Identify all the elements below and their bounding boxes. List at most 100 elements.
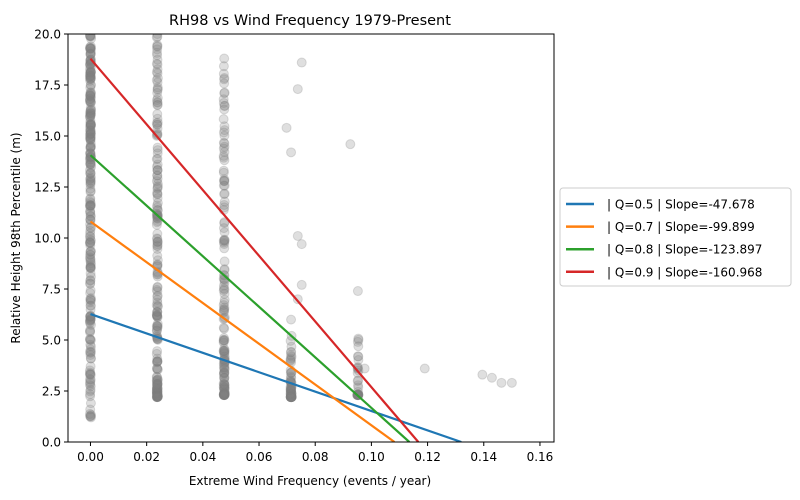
scatter-point xyxy=(85,48,96,59)
legend-label-1: | Q=0.5 | Slope=-47.678 xyxy=(607,198,755,212)
scatter-point xyxy=(219,382,230,393)
scatter-point xyxy=(85,70,96,81)
scatter-point xyxy=(85,391,96,402)
scatter-point xyxy=(151,161,162,172)
scatter-point xyxy=(85,143,96,154)
scatter-point xyxy=(152,64,163,75)
scatter-point xyxy=(218,167,229,178)
scatter-point xyxy=(85,411,96,422)
scatter-point xyxy=(85,73,96,84)
scatter-point xyxy=(86,319,96,330)
scatter-point xyxy=(85,173,96,184)
scatter-point xyxy=(85,87,96,98)
scatter-point xyxy=(152,391,163,402)
scatter-point xyxy=(152,390,163,401)
scatter-point xyxy=(285,386,296,397)
scatter-point xyxy=(219,189,230,200)
scatter-point xyxy=(85,122,96,133)
scatter-point xyxy=(218,300,229,311)
scatter-point xyxy=(152,113,163,124)
scatter-point xyxy=(286,391,297,402)
scatter-point xyxy=(281,122,292,133)
scatter-point xyxy=(84,129,95,140)
scatter-layer xyxy=(84,34,517,423)
scatter-point xyxy=(152,386,163,397)
scatter-point xyxy=(85,259,96,270)
scatter-point xyxy=(152,93,163,104)
y-tick-label: 2.5 xyxy=(42,385,61,399)
scatter-point xyxy=(85,197,96,208)
scatter-point xyxy=(152,239,163,250)
scatter-point xyxy=(85,141,96,152)
scatter-point xyxy=(286,392,297,402)
scatter-point xyxy=(218,389,229,400)
scatter-point xyxy=(151,34,162,43)
scatter-point xyxy=(219,264,230,275)
scatter-point xyxy=(218,280,229,291)
scatter-point xyxy=(152,236,163,247)
scatter-point xyxy=(152,286,163,297)
scatter-point xyxy=(352,351,363,362)
scatter-point xyxy=(152,291,163,302)
scatter-point xyxy=(219,363,230,374)
scatter-point xyxy=(84,64,95,75)
scatter-point xyxy=(85,110,96,121)
scatter-point xyxy=(152,212,162,223)
scatter-point xyxy=(219,388,230,399)
scatter-point xyxy=(85,142,96,153)
scatter-point xyxy=(152,311,163,322)
scatter-point xyxy=(286,351,297,362)
scatter-point xyxy=(85,89,96,100)
scatter-point xyxy=(85,70,96,81)
scatter-point xyxy=(151,95,162,106)
scatter-point xyxy=(152,390,163,401)
scatter-point xyxy=(84,42,95,53)
scatter-point xyxy=(285,384,296,395)
scatter-point xyxy=(151,357,162,368)
scatter-point xyxy=(219,235,230,246)
scatter-point xyxy=(218,152,229,163)
scatter-point xyxy=(84,111,95,122)
scatter-point xyxy=(151,392,162,403)
scatter-point xyxy=(219,234,230,245)
scatter-point xyxy=(152,68,163,79)
scatter-point xyxy=(85,119,96,130)
y-tick-label: 12.5 xyxy=(34,181,61,195)
scatter-point xyxy=(219,239,230,250)
scatter-point xyxy=(85,196,96,207)
scatter-point xyxy=(286,314,297,325)
scatter-point xyxy=(85,66,96,77)
scatter-point xyxy=(86,108,96,119)
scatter-point xyxy=(219,202,230,213)
scatter-point xyxy=(152,300,163,311)
scatter-point xyxy=(85,412,96,423)
scatter-point xyxy=(285,392,296,403)
scatter-point xyxy=(152,87,163,98)
scatter-point xyxy=(85,106,96,117)
legend-frame xyxy=(559,187,792,287)
scatter-point xyxy=(85,34,96,42)
y-tick-label: 10.0 xyxy=(34,232,61,246)
scatter-point xyxy=(84,369,95,380)
scatter-point xyxy=(85,398,96,409)
scatter-point xyxy=(218,322,229,333)
y-tick-label: 0.0 xyxy=(42,436,61,450)
scatter-point xyxy=(152,170,163,181)
scatter-point xyxy=(218,285,229,296)
scatter-point xyxy=(219,379,230,390)
scatter-point xyxy=(84,365,95,376)
scatter-point xyxy=(219,243,230,254)
scatter-point xyxy=(219,306,230,317)
scatter-point xyxy=(85,108,96,119)
scatter-point xyxy=(218,389,229,400)
scatter-point xyxy=(85,200,96,211)
scatter-point xyxy=(152,84,163,95)
scatter-point xyxy=(85,93,96,104)
scatter-point xyxy=(152,182,163,193)
scatter-point xyxy=(151,375,162,386)
scatter-point xyxy=(353,334,364,345)
plot-area xyxy=(67,33,555,443)
scatter-point xyxy=(152,392,163,403)
scatter-point xyxy=(85,168,96,179)
scatter-point xyxy=(219,379,230,390)
